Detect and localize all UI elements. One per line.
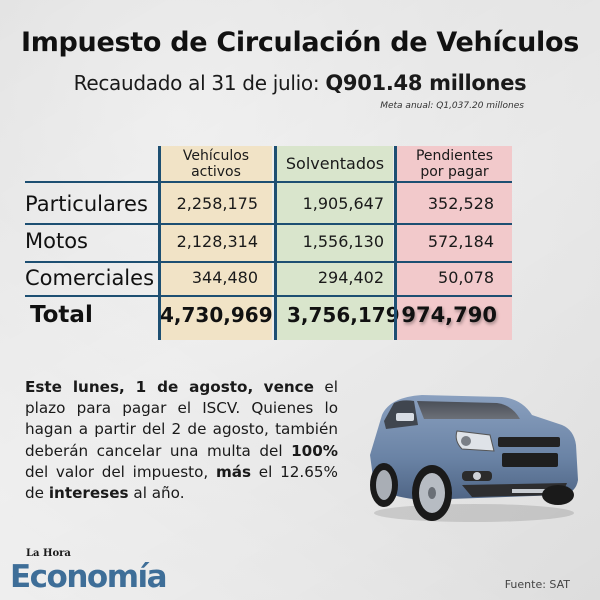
- car-hub: [428, 487, 436, 499]
- car-fog-lens: [473, 472, 481, 480]
- table-cell: 2,258,175: [176, 194, 258, 213]
- bold-text: Este lunes, 1 de agosto,: [25, 378, 254, 396]
- row-label-comerciales: Comerciales: [25, 266, 155, 290]
- table-cell: 2,128,314: [176, 232, 258, 251]
- car-rear-rim: [376, 470, 392, 500]
- car-headlight-lens: [461, 436, 471, 446]
- total-cell-pending: 974,790: [401, 303, 497, 327]
- total-cell-paid: 3,756,179: [287, 303, 400, 327]
- column-header-paid: Solventados: [277, 154, 393, 174]
- header-line: Vehículos: [182, 148, 250, 164]
- logo-economia: Economía: [10, 559, 168, 595]
- car-mirror: [396, 413, 414, 421]
- annual-goal-note: Meta anual: Q1,037.20 millones: [380, 101, 524, 111]
- row-divider: [25, 295, 512, 297]
- column-bg-active: [160, 146, 272, 340]
- collected-amount: Q901.48 millones: [325, 71, 527, 95]
- logo-la-hora: La Hora: [26, 548, 71, 559]
- bold-text: intereses: [48, 484, 129, 503]
- row-divider: [25, 261, 512, 263]
- subtitle: Recaudado al 31 de julio: Q901.48 millon…: [0, 70, 600, 96]
- car-grille-top: [498, 437, 560, 447]
- table-cell: 572,184: [427, 232, 494, 251]
- table-cell: 50,078: [438, 268, 494, 287]
- header-line: Pendientes: [415, 148, 494, 164]
- table-cell: 294,402: [317, 268, 384, 287]
- total-cell-active: 4,730,969: [160, 303, 273, 327]
- text: del valor del impuesto,: [25, 462, 216, 481]
- column-divider: [158, 146, 161, 340]
- row-label-particulares: Particulares: [25, 192, 148, 216]
- table-cell: 1,905,647: [302, 194, 384, 213]
- column-bg-paid: [277, 146, 393, 340]
- car-headlight: [455, 430, 495, 452]
- table-cell: 352,528: [427, 194, 494, 213]
- car-shadow: [374, 504, 574, 522]
- car-right-wheel: [542, 485, 574, 505]
- column-header-active: Vehículos activos: [160, 148, 272, 180]
- row-label-motos: Motos: [25, 229, 88, 253]
- text: al año.: [128, 484, 185, 503]
- column-bg-pending: [397, 146, 512, 340]
- car-grille-bottom: [502, 453, 558, 467]
- header-line: Solventados: [285, 154, 385, 173]
- row-divider: [25, 181, 512, 183]
- info-paragraph: Este lunes, 1 de agosto, vence el plazo …: [25, 377, 338, 504]
- header-line: por pagar: [420, 164, 489, 180]
- suv-car-icon: [370, 395, 578, 522]
- row-label-total: Total: [30, 302, 93, 328]
- table-cell: 344,480: [191, 268, 258, 287]
- column-header-pending: Pendientes por pagar: [397, 148, 512, 180]
- text: el 12.65% de: [25, 462, 338, 503]
- table-cell: 1,556,130: [302, 232, 384, 251]
- header-line: activos: [191, 164, 241, 180]
- text: [253, 378, 263, 396]
- car-skid-plate: [512, 489, 552, 493]
- column-divider: [274, 146, 277, 340]
- page-title: Impuesto de Circulación de Vehículos: [20, 27, 580, 58]
- car-windshield: [417, 401, 520, 419]
- subtitle-prefix: Recaudado al 31 de julio:: [73, 71, 326, 95]
- text: el plazo para pagar el ISCV. Quienes lo …: [25, 378, 338, 460]
- bold-text: vence: [263, 378, 314, 396]
- column-divider: [394, 146, 397, 340]
- source-note: Fuente: SAT: [504, 578, 570, 591]
- row-divider: [25, 223, 512, 225]
- bold-text: 100%: [291, 441, 338, 460]
- bold-text: más: [215, 462, 252, 481]
